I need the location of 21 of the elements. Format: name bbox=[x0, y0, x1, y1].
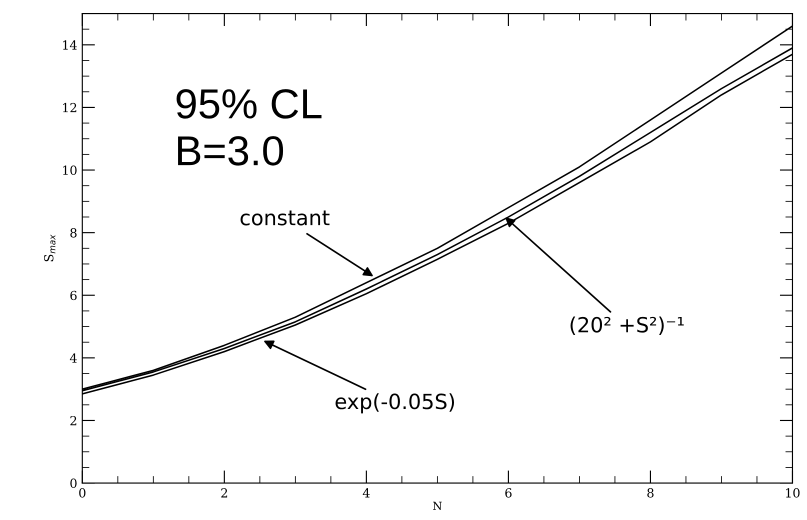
y-tick-label: 6 bbox=[70, 290, 77, 300]
annotation: constant bbox=[240, 210, 330, 226]
y-tick-label: 8 bbox=[70, 228, 77, 238]
annotation: 95% CL bbox=[176, 89, 322, 119]
x-tick-label: 6 bbox=[505, 488, 512, 498]
y-tick-label: 0 bbox=[70, 478, 77, 488]
y-tick-label: 12 bbox=[63, 102, 76, 112]
y-tick-label: 4 bbox=[70, 353, 77, 363]
x-tick-label: 10 bbox=[786, 488, 800, 498]
x-tick-label: 0 bbox=[79, 488, 86, 498]
x-tick-label: 2 bbox=[221, 488, 228, 498]
x-axis-title: N bbox=[433, 502, 442, 510]
y-tick-label: 2 bbox=[70, 416, 76, 426]
x-tick-label: 4 bbox=[362, 488, 370, 498]
annotation: (20² +S²)⁻¹ bbox=[570, 316, 684, 336]
y-tick-label: 10 bbox=[63, 166, 77, 175]
annotation: exp(-0.05S) bbox=[336, 393, 454, 414]
annotation: B=3.0 bbox=[178, 136, 284, 166]
y-tick-label: 14 bbox=[63, 40, 77, 50]
y-axis-title: S$_{max}$ bbox=[44, 234, 56, 262]
x-tick-label: 8 bbox=[647, 488, 654, 498]
